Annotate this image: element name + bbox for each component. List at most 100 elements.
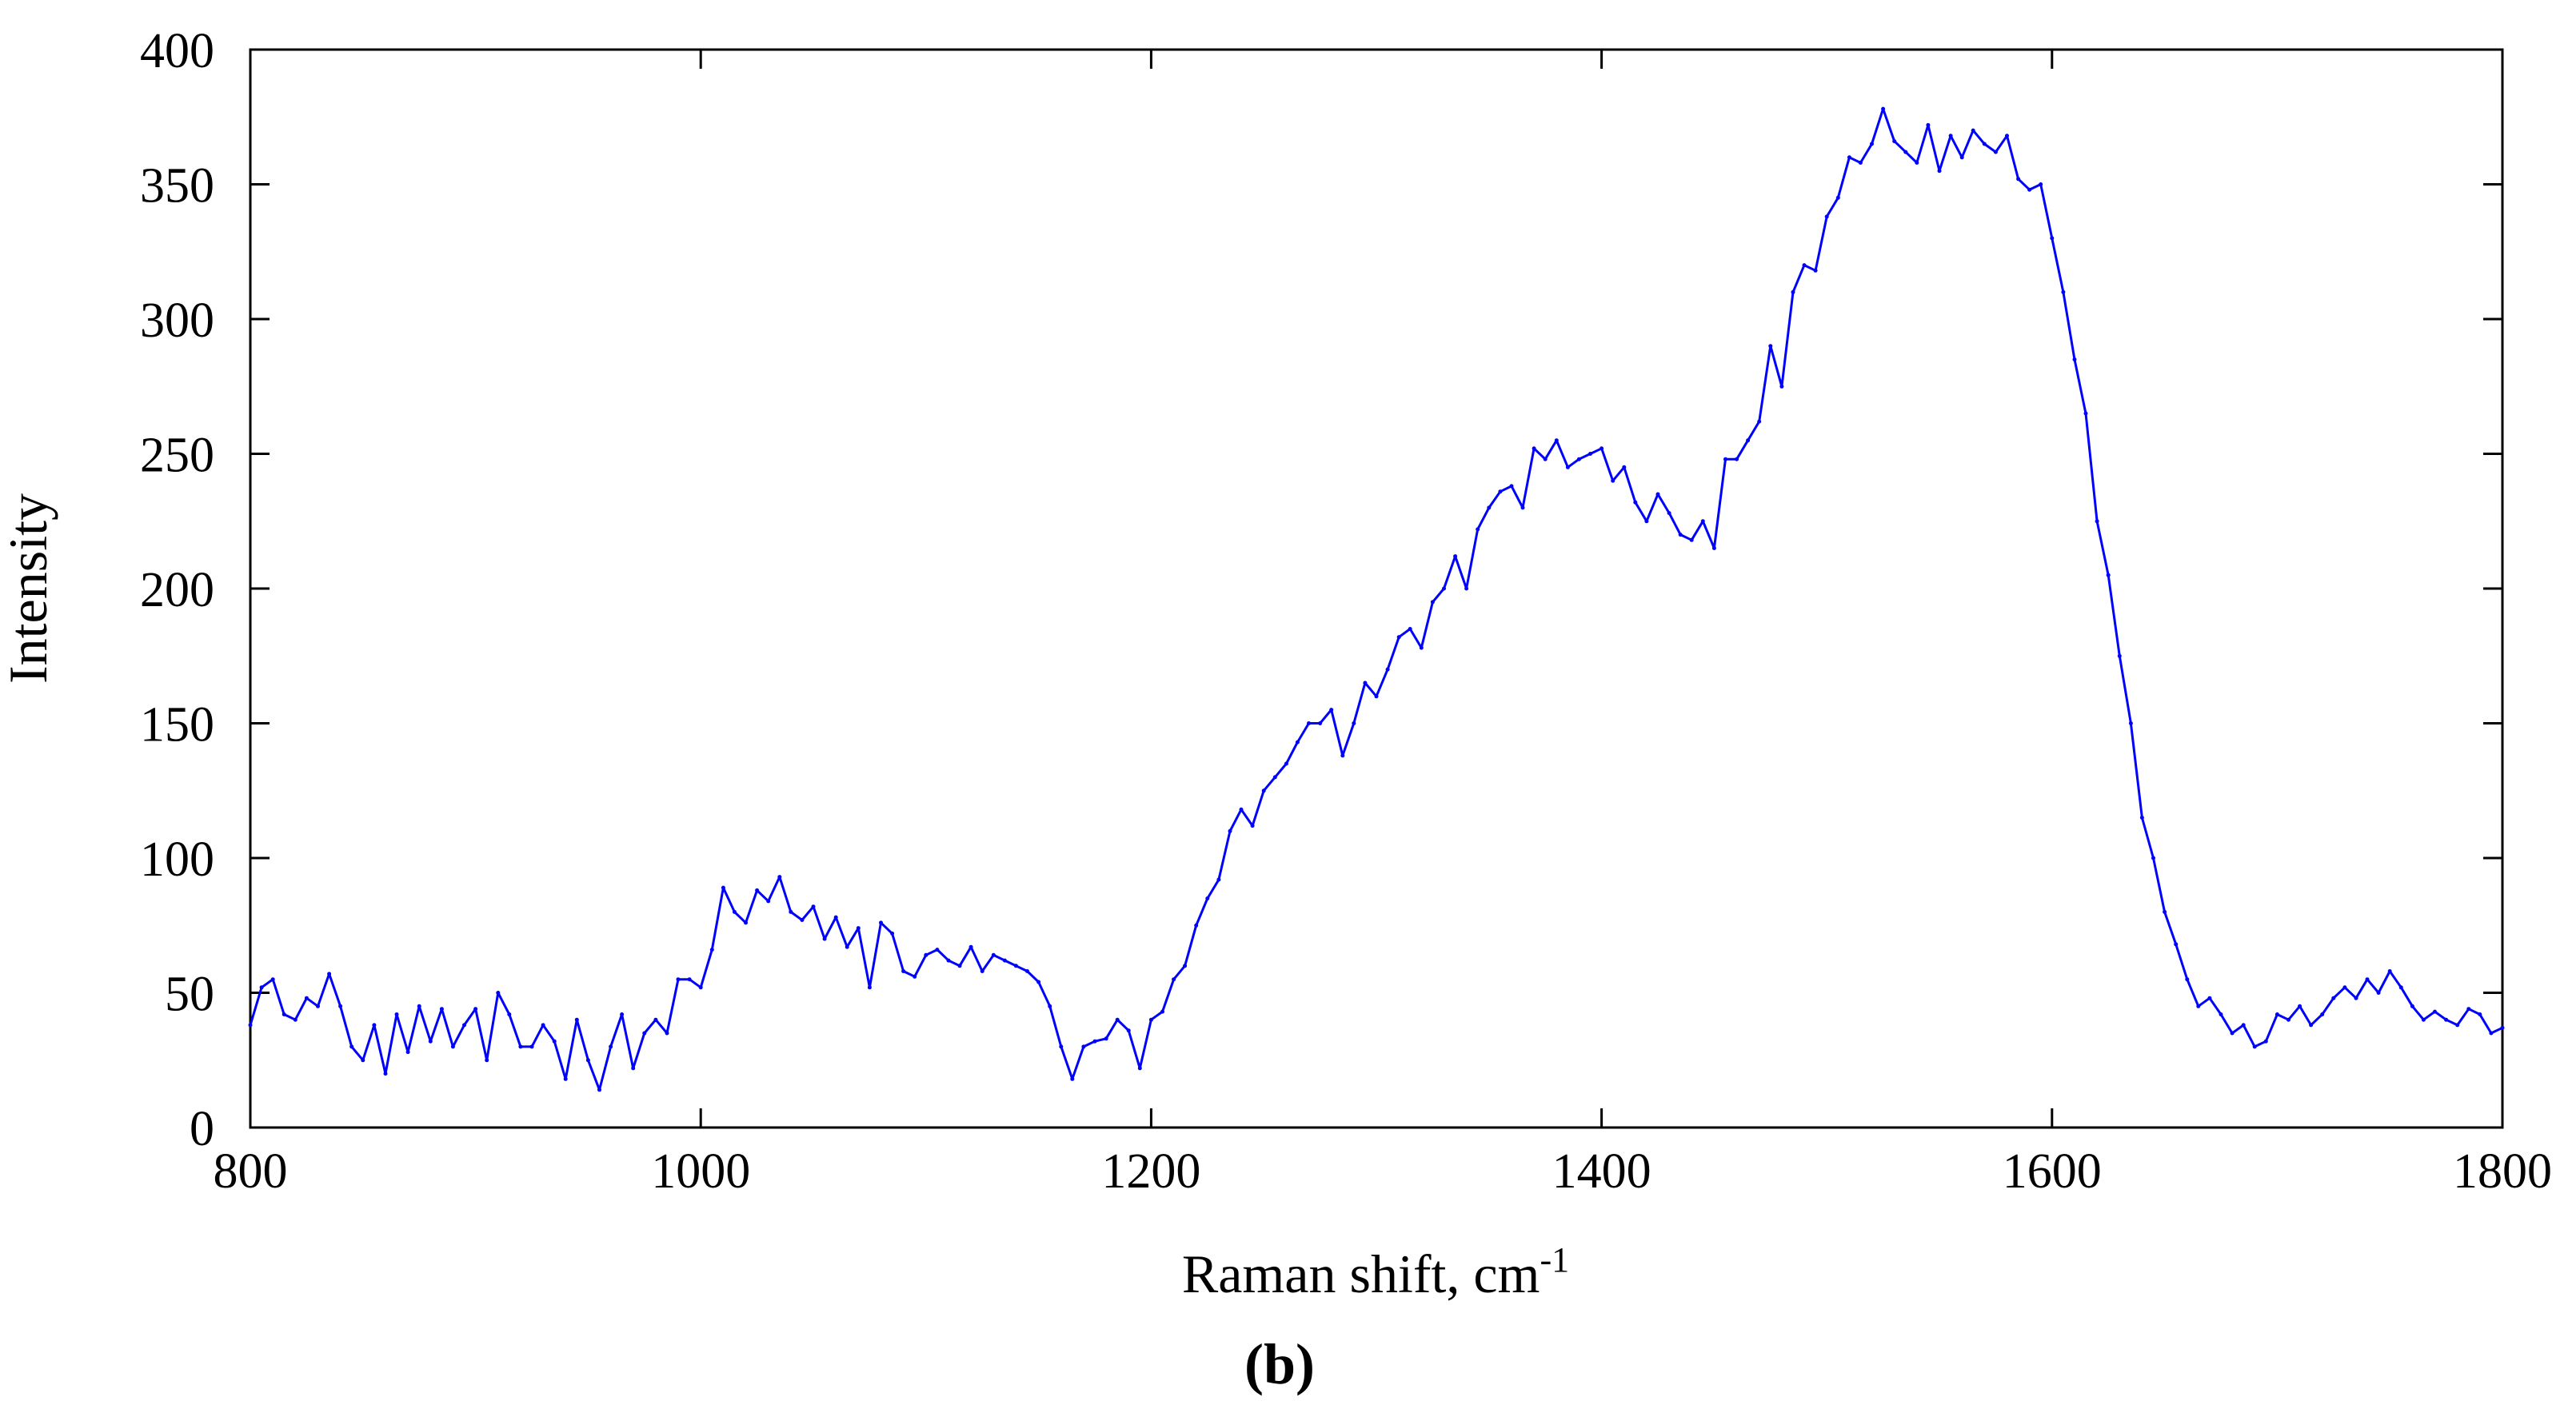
data-point — [2331, 996, 2336, 1000]
data-point — [1385, 667, 1390, 672]
data-point — [1104, 1036, 1108, 1041]
x-tick-label: 1600 — [2003, 1144, 2102, 1199]
data-point — [1352, 721, 1356, 725]
data-point — [1600, 446, 1604, 451]
data-point — [935, 948, 940, 952]
data-point — [2398, 985, 2403, 990]
data-point — [259, 985, 264, 990]
data-point — [1847, 155, 1851, 160]
data-point — [2252, 1044, 2257, 1049]
data-point — [2027, 187, 2032, 192]
data-point — [2151, 856, 2155, 860]
data-point — [439, 1007, 444, 1012]
data-point — [2286, 1017, 2290, 1022]
data-point — [1307, 721, 1311, 725]
spectrum-line — [249, 107, 2503, 1092]
y-tick-label: 350 — [140, 159, 214, 214]
data-point — [1667, 511, 1671, 516]
data-point — [1261, 788, 1266, 793]
data-point — [620, 1012, 625, 1016]
data-point — [845, 944, 849, 949]
data-point — [721, 885, 725, 890]
data-point — [372, 1023, 377, 1028]
data-point — [901, 969, 906, 973]
data-point — [1340, 753, 1345, 758]
data-point — [563, 1076, 568, 1081]
data-point — [856, 926, 861, 931]
data-point — [1396, 635, 1401, 640]
data-point — [1768, 344, 1773, 349]
data-point — [1926, 122, 1931, 127]
data-point — [2274, 1012, 2279, 1016]
data-point — [2365, 977, 2370, 982]
data-point — [766, 899, 771, 904]
data-point — [1194, 923, 1199, 928]
data-point — [1915, 161, 1919, 165]
data-point — [1025, 969, 1029, 973]
data-point — [1779, 384, 1784, 389]
y-axis-label: Intensity — [0, 493, 58, 684]
data-point — [394, 1012, 399, 1016]
data-point — [1329, 708, 1334, 712]
data-point — [1543, 457, 1548, 461]
data-point — [282, 1012, 286, 1016]
data-point — [518, 1044, 523, 1049]
data-point — [811, 904, 816, 909]
data-point — [1565, 465, 1570, 469]
data-point — [1532, 446, 1536, 451]
data-point — [2128, 721, 2133, 725]
data-point — [665, 1031, 669, 1036]
data-point — [507, 1012, 512, 1016]
data-point — [1993, 150, 1998, 154]
data-point — [1611, 478, 1615, 483]
data-point — [2174, 942, 2179, 947]
data-point — [1735, 457, 1739, 461]
data-point — [585, 1058, 590, 1063]
data-point — [1757, 419, 1762, 424]
data-point — [755, 888, 760, 892]
data-point — [1498, 489, 1503, 494]
data-point — [496, 991, 501, 995]
plot-frame — [249, 48, 2504, 1129]
data-point — [1272, 775, 1277, 780]
data-point — [1430, 600, 1435, 605]
data-point — [946, 958, 951, 963]
data-point — [1228, 828, 1232, 833]
data-point — [1622, 465, 1627, 469]
y-ticks: 0 50 100 150 200 250 300 350 400 — [140, 24, 2502, 1156]
data-point — [1081, 1044, 1086, 1049]
data-point — [1835, 195, 1840, 200]
data-point — [2444, 1017, 2449, 1022]
data-point — [890, 931, 895, 936]
data-point — [1824, 214, 1829, 219]
data-point — [349, 1044, 354, 1049]
data-point — [2410, 1004, 2414, 1008]
x-ticks: 800 1000 1200 1400 1600 1800 — [214, 50, 2552, 1199]
data-point — [2072, 357, 2077, 361]
y-tick-label: 200 — [140, 563, 214, 617]
data-point — [304, 996, 309, 1000]
data-point — [1971, 128, 1975, 133]
data-point — [327, 972, 332, 976]
data-point — [1115, 1017, 1120, 1022]
data-point — [485, 1058, 489, 1063]
data-point — [1746, 438, 1751, 443]
data-point — [744, 920, 748, 925]
x-axis-label: Raman shift, cm-1 — [1182, 1240, 1569, 1304]
data-point — [777, 875, 782, 880]
data-point — [2387, 969, 2392, 973]
data-point — [1937, 169, 1942, 174]
data-point — [1959, 155, 1964, 160]
x-tick-label: 1200 — [1101, 1144, 1200, 1199]
data-point — [1802, 263, 1807, 268]
data-point — [1644, 519, 1649, 524]
data-point — [2455, 1023, 2460, 1028]
data-point — [2196, 1004, 2201, 1008]
data-point — [2039, 182, 2043, 186]
data-point — [1036, 980, 1041, 984]
data-point — [270, 977, 275, 982]
data-point — [2298, 1004, 2302, 1008]
data-point — [1160, 1009, 1164, 1014]
data-point — [2478, 1012, 2482, 1016]
data-point — [1948, 134, 1953, 138]
